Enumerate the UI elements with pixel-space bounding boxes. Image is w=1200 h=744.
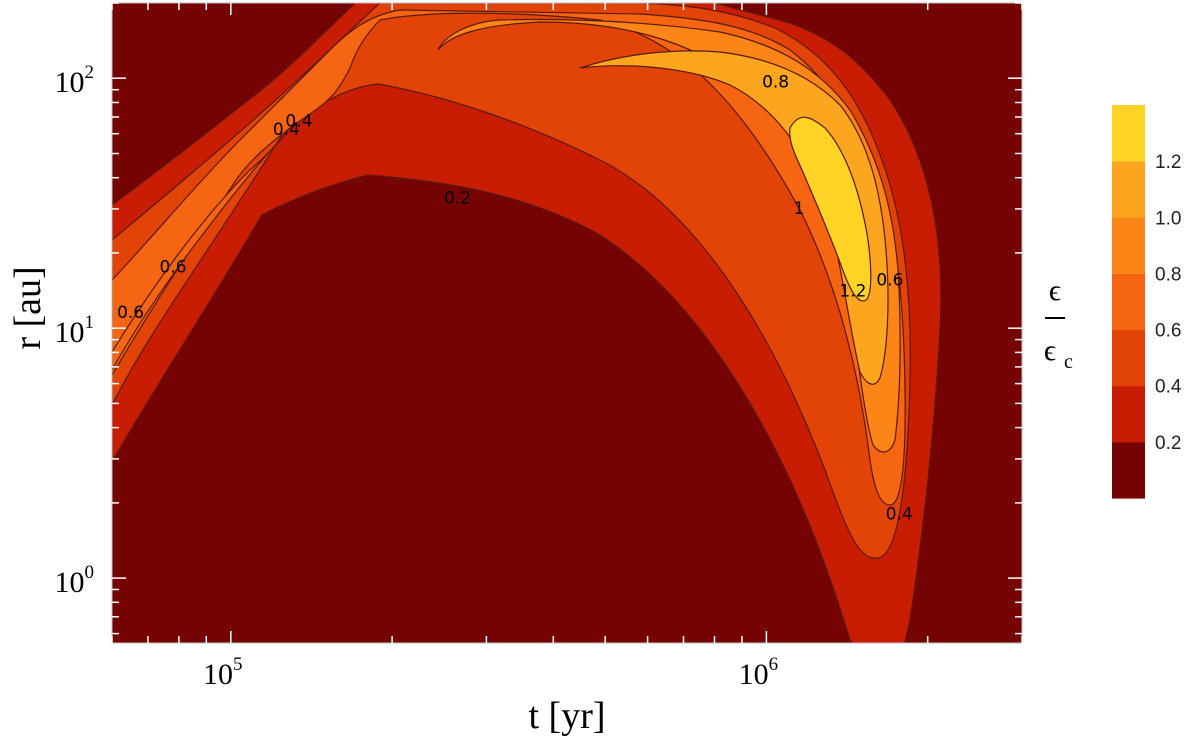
colorbar-title-subscript: c — [1064, 351, 1073, 373]
x-tick-label: 106 — [739, 654, 779, 691]
colorbar-tick-label: 0.4 — [1155, 377, 1182, 398]
colorbar-segment — [1112, 217, 1145, 274]
contour-fill-level-3 — [112, 9, 906, 506]
contour-label: 0.4 — [273, 120, 300, 140]
plot-frame — [111, 2, 1023, 644]
colorbar-title-denominator: ϵ — [1044, 334, 1056, 367]
plot-area — [112, 3, 1022, 643]
y-axis-title: r [au] — [7, 266, 49, 349]
colorbar: 0.2 0.4 0.6 0.8 1.0 1.2 — [1112, 105, 1182, 499]
tick-labels: 105 106 100 101 102 — [55, 62, 779, 691]
x-axis-title: t [yr] — [528, 695, 605, 737]
colorbar-segment — [1112, 329, 1145, 387]
contour-label: 0.4 — [285, 112, 312, 132]
y-tick-label: 100 — [55, 562, 95, 599]
minor-ticks — [111, 2, 1023, 643]
contour-label: 0.6 — [117, 303, 144, 323]
contour-label: 0.8 — [762, 73, 789, 93]
colorbar-segment — [1112, 161, 1145, 218]
contour-fill-level-2 — [112, 3, 911, 559]
colorbar-title: ϵ ϵ c — [1044, 274, 1073, 373]
colorbar-segment — [1112, 441, 1145, 499]
contour-fill-level-3-arm — [112, 131, 289, 372]
colorbar-title-numerator: ϵ — [1049, 274, 1061, 307]
contour-label: 0.2 — [444, 189, 471, 209]
x-tick-label: 105 — [203, 654, 243, 691]
colorbar-tick-label: 0.2 — [1155, 433, 1181, 454]
y-tick-label: 101 — [55, 312, 95, 349]
contour-labels: 0.20.40.40.60.60.811.20.60.4 — [117, 73, 913, 525]
colorbar-tick-label: 1.0 — [1155, 208, 1181, 229]
y-tick-label: 102 — [55, 62, 95, 99]
colorbar-tick-label: 0.8 — [1155, 264, 1181, 285]
colorbar-segment — [1112, 105, 1145, 162]
contour-label: 0.6 — [876, 271, 903, 291]
contour-label: 1.2 — [839, 282, 866, 302]
contour-label: 1 — [794, 199, 805, 219]
colorbar-segment — [1112, 273, 1145, 331]
colorbar-title-fraction-bar — [1045, 317, 1065, 319]
major-ticks — [112, 3, 1022, 643]
colorbar-tick-label: 1.2 — [1155, 152, 1181, 173]
colorbar-segment — [1112, 385, 1145, 443]
contour-label: 0.6 — [159, 257, 186, 277]
contour-fill-level-6 — [789, 116, 872, 302]
colorbar-tick-label: 0.6 — [1155, 321, 1181, 342]
contour-label: 0.4 — [886, 504, 913, 524]
